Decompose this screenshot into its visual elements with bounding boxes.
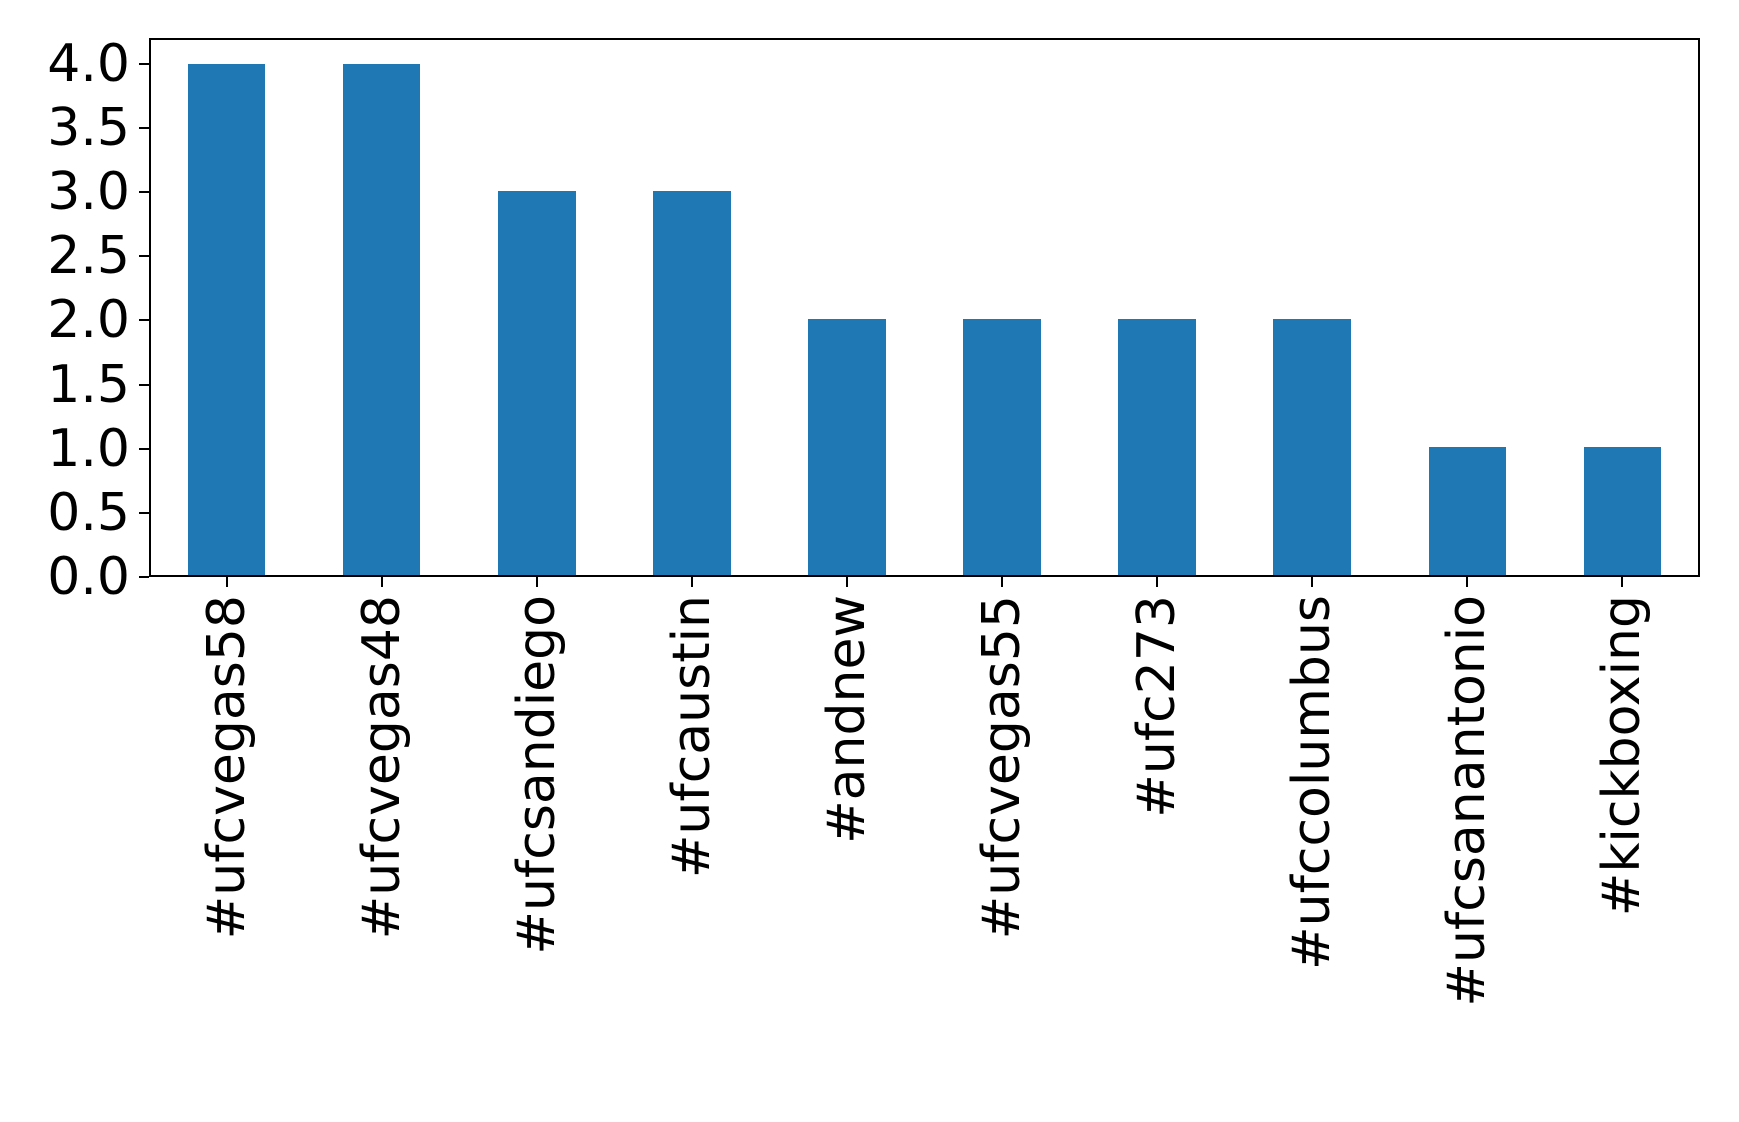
y-tick-label: 3.5	[47, 97, 130, 158]
x-tick-mark	[845, 577, 848, 587]
x-tick-label-ufcsanantonio: #ufcsanantonio	[1437, 595, 1498, 1007]
bar-ufcaustin	[653, 191, 731, 575]
y-tick-mark	[139, 255, 149, 258]
y-tick-label: 1.0	[47, 418, 130, 479]
x-tick-label-ufc273: #ufc273	[1127, 595, 1188, 818]
x-tick-mark	[1001, 577, 1004, 587]
x-tick-label-ufccolumbus: #ufccolumbus	[1282, 595, 1343, 970]
y-tick-mark	[139, 576, 149, 578]
bar-ufcvegas48	[342, 63, 421, 575]
y-tick-mark	[139, 191, 149, 193]
x-tick-label-ufcvegas48: #ufcvegas48	[351, 595, 412, 940]
y-tick-label: 3.0	[47, 162, 130, 222]
x-tick-mark	[1466, 577, 1469, 587]
bar-ufcvegas58	[187, 63, 266, 575]
x-tick-mark	[1156, 577, 1159, 587]
x-tick-label-ufcvegas58: #ufcvegas58	[196, 595, 257, 940]
x-tick-mark	[225, 577, 228, 587]
y-tick-mark	[139, 511, 149, 514]
plot-area	[149, 38, 1700, 577]
y-tick-mark	[139, 319, 149, 322]
y-tick-label: 1.5	[47, 354, 130, 415]
bar-ufcsanantonio	[1428, 447, 1507, 575]
bar-andnew	[808, 319, 886, 575]
y-tick-mark	[139, 126, 149, 129]
x-tick-label-ufcaustin: #ufcaustin	[661, 595, 722, 879]
x-tick-label-ufcsandiego: #ufcsandiego	[506, 595, 567, 955]
x-tick-mark	[535, 577, 538, 587]
bar-ufc273	[1118, 319, 1196, 575]
bar-ufcvegas55	[963, 319, 1041, 575]
x-tick-label-kickboxing: #kickboxing	[1592, 595, 1653, 917]
bar-ufccolumbus	[1273, 319, 1352, 575]
bar-kickboxing	[1583, 447, 1662, 575]
y-tick-label: 0.0	[47, 547, 130, 607]
y-tick-label: 2.0	[47, 290, 130, 351]
x-tick-mark	[1621, 577, 1624, 587]
y-tick-label: 2.5	[47, 226, 130, 287]
y-tick-label: 4.0	[47, 33, 130, 94]
x-tick-mark	[380, 577, 383, 587]
y-tick-mark	[139, 62, 149, 65]
x-tick-mark	[690, 577, 693, 587]
x-tick-label-ufcvegas55: #ufcvegas55	[972, 595, 1033, 940]
x-tick-mark	[1311, 577, 1314, 587]
y-tick-mark	[139, 383, 149, 386]
y-tick-label: 0.5	[47, 482, 130, 543]
bar-ufcsandiego	[497, 191, 576, 575]
x-tick-label-andnew: #andnew	[816, 595, 877, 844]
y-tick-mark	[139, 447, 149, 450]
